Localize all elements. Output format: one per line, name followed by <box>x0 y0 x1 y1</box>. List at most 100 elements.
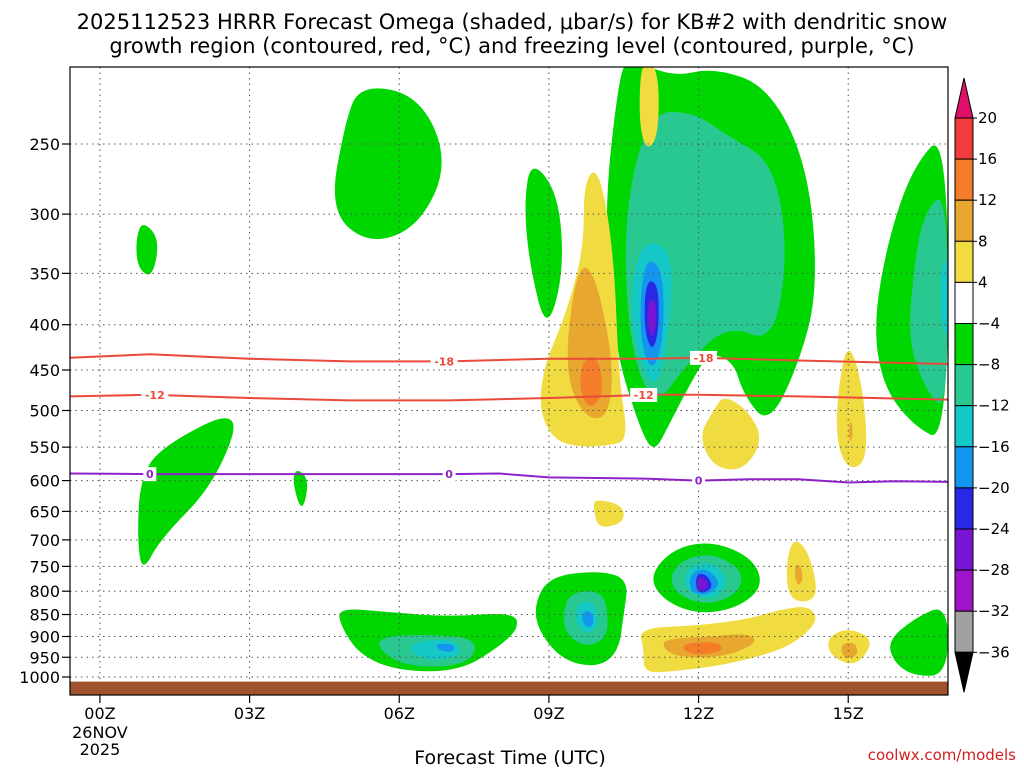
x-tick-label-3: 03Z <box>234 704 265 723</box>
colorbar-bin-9 <box>954 446 974 489</box>
colorbar-label-9: −20 <box>978 479 1010 497</box>
colorbar-bin-7 <box>954 364 974 407</box>
contour-label-bg <box>692 473 706 488</box>
y-axis: 250 300 350 400 450 500 550 600 650 700 750 800 850 9… <box>19 135 70 687</box>
omega-region-25 <box>836 350 867 468</box>
omega-region-20 <box>580 357 602 406</box>
contour-label-freezing-level-1: 0 <box>445 468 453 481</box>
omega-region-3 <box>293 470 308 506</box>
y-tick-label-1000: 1000 <box>19 668 60 687</box>
omega-region-30 <box>582 610 594 628</box>
colorbar-bin-5 <box>954 281 974 324</box>
credit-label: coolwx.com/models <box>868 746 1016 764</box>
omega-region-24 <box>702 398 760 470</box>
omega-region-44 <box>890 609 948 676</box>
plot-area: -18 -18 -12 -12 0 0 0 <box>70 67 948 695</box>
colorbar-bin-11 <box>954 528 974 571</box>
contour-label-bg <box>430 354 458 369</box>
plot-frame <box>69 66 949 696</box>
y-tick-label-350: 350 <box>29 264 60 283</box>
x-tick-date: 26NOV <box>72 723 128 742</box>
y-tick-label-500: 500 <box>29 402 60 421</box>
colorbar-label-5: −4 <box>978 315 1000 333</box>
colorbar-bin-3 <box>954 199 974 242</box>
chart-title-line2: growth region (contoured, red, °C) and f… <box>109 34 914 58</box>
colorbar-bin-13 <box>954 610 974 653</box>
colorbar-label-0: 20 <box>978 109 997 127</box>
omega-region-17 <box>940 261 948 335</box>
contour-dgz-top <box>70 353 948 365</box>
colorbar-label-4: 4 <box>978 273 988 291</box>
y-tick-label-750: 750 <box>29 557 60 576</box>
colorbar-bin-4 <box>954 240 974 283</box>
colorbar-bin-12 <box>954 569 974 612</box>
omega-region-1 <box>136 225 158 275</box>
y-tick-label-550: 550 <box>29 438 60 457</box>
contour-label-bg <box>143 467 157 482</box>
omega-region-35 <box>794 564 803 585</box>
colorbar-label-6: −8 <box>978 356 1000 374</box>
contour-dgz-bottom <box>70 393 948 402</box>
colorbar-label-1: 16 <box>978 150 997 168</box>
x-tick-label-9: 09Z <box>533 704 564 723</box>
y-tick-label-450: 450 <box>29 361 60 380</box>
contour-lines: -18 -18 -12 -12 0 0 0 <box>70 350 948 488</box>
contour-label-bg <box>690 350 718 365</box>
y-tick-label-600: 600 <box>29 472 60 491</box>
colorbar: 20 16 12 8 4 −4 −8 −12 −16 −20 −24 −28 −32 −36 <box>954 77 1010 693</box>
colorbar-bin-6 <box>954 323 974 366</box>
colorbar-bin-2 <box>954 158 974 201</box>
y-tick-label-650: 650 <box>29 502 60 521</box>
contour-label-dgz-bottom-1: -12 <box>634 389 654 402</box>
colorbar-bin-1 <box>954 117 974 160</box>
x-tick-label-6: 06Z <box>384 704 415 723</box>
contour-label-bg <box>141 387 169 402</box>
x-axis-title: Forecast Time (UTC) <box>414 747 605 768</box>
y-tick-label-400: 400 <box>29 316 60 335</box>
omega-region-8 <box>525 168 562 318</box>
colorbar-label-13: −36 <box>978 643 1010 661</box>
contour-label-dgz-bottom-0: -12 <box>145 389 165 402</box>
contour-label-bg <box>442 467 456 482</box>
colorbar-label-8: −16 <box>978 438 1010 456</box>
colorbar-label-3: 8 <box>978 232 988 250</box>
contour-label-dgz-top-1: -18 <box>694 352 714 365</box>
contour-label-freezing-level-0: 0 <box>146 468 154 481</box>
y-tick-label-700: 700 <box>29 531 60 550</box>
colorbar-bin-8 <box>954 405 974 448</box>
omega-region-26 <box>848 421 853 441</box>
colorbar-label-10: −24 <box>978 520 1010 538</box>
terrain-bar <box>70 681 948 695</box>
omega-region-21 <box>593 206 603 282</box>
gridlines <box>70 67 948 695</box>
omega-region-33 <box>683 642 722 655</box>
omega-region-14 <box>648 299 657 336</box>
omega-region-23 <box>593 500 624 527</box>
chart-title-line1: 2025112523 HRRR Forecast Omega (shaded, … <box>77 10 948 34</box>
omega-region-22 <box>639 67 659 147</box>
omega-shading <box>136 67 948 676</box>
y-tick-label-900: 900 <box>29 627 60 646</box>
omega-region-43 <box>696 577 708 591</box>
omega-region-2 <box>138 418 234 565</box>
x-tick-year: 2025 <box>80 740 121 759</box>
y-tick-label-800: 800 <box>29 582 60 601</box>
colorbar-bin-10 <box>954 487 974 530</box>
y-tick-label-300: 300 <box>29 205 60 224</box>
contour-label-dgz-top-0: -18 <box>434 355 454 368</box>
omega-region-0 <box>334 88 442 240</box>
colorbar-label-12: −32 <box>978 602 1010 620</box>
y-tick-label-850: 850 <box>29 606 60 625</box>
y-tick-label-250: 250 <box>29 135 60 154</box>
colorbar-top-arrow <box>954 77 974 119</box>
colorbar-label-7: −12 <box>978 397 1010 415</box>
x-tick-label-12: 12Z <box>683 704 714 723</box>
contour-label-freezing-level-2: 0 <box>695 475 703 488</box>
colorbar-bottom-arrow <box>954 651 974 693</box>
colorbar-label-2: 12 <box>978 191 997 209</box>
contour-label-bg <box>630 387 658 402</box>
contour-freezing-level <box>70 472 948 484</box>
colorbar-label-11: −28 <box>978 561 1010 579</box>
